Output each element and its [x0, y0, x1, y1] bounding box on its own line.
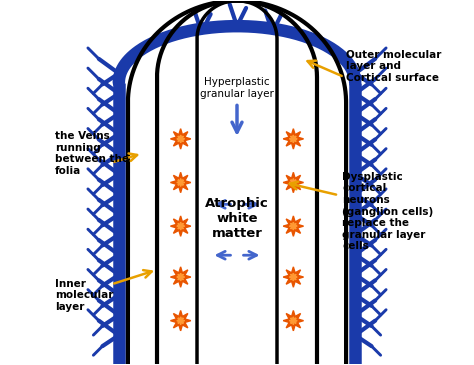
Polygon shape	[171, 129, 191, 149]
Polygon shape	[171, 216, 191, 236]
Polygon shape	[290, 222, 297, 230]
Text: Atrophic
white
matter: Atrophic white matter	[205, 197, 269, 241]
Polygon shape	[290, 317, 297, 324]
Polygon shape	[177, 317, 184, 324]
Polygon shape	[290, 135, 297, 143]
Polygon shape	[290, 273, 297, 281]
Polygon shape	[171, 267, 191, 287]
Text: Outer molecular
layer and
Cortical surface: Outer molecular layer and Cortical surfa…	[346, 50, 441, 83]
Text: Hyperplastic
granular layer: Hyperplastic granular layer	[200, 77, 274, 99]
Polygon shape	[283, 267, 303, 287]
Polygon shape	[283, 311, 303, 331]
Polygon shape	[171, 311, 191, 331]
Polygon shape	[283, 216, 303, 236]
Polygon shape	[290, 178, 297, 187]
Polygon shape	[177, 273, 184, 281]
Polygon shape	[171, 172, 191, 193]
Polygon shape	[177, 178, 184, 187]
Polygon shape	[177, 222, 184, 230]
Polygon shape	[283, 129, 303, 149]
Polygon shape	[283, 172, 303, 193]
Polygon shape	[177, 135, 184, 143]
Text: Inner
molecular
layer: Inner molecular layer	[55, 278, 114, 312]
Text: Dysplastic
cortical
neurons
(ganglion cells)
replace the
granular layer
cells: Dysplastic cortical neurons (ganglion ce…	[342, 172, 434, 251]
Text: the Veins
running
between the
folia: the Veins running between the folia	[55, 131, 129, 176]
